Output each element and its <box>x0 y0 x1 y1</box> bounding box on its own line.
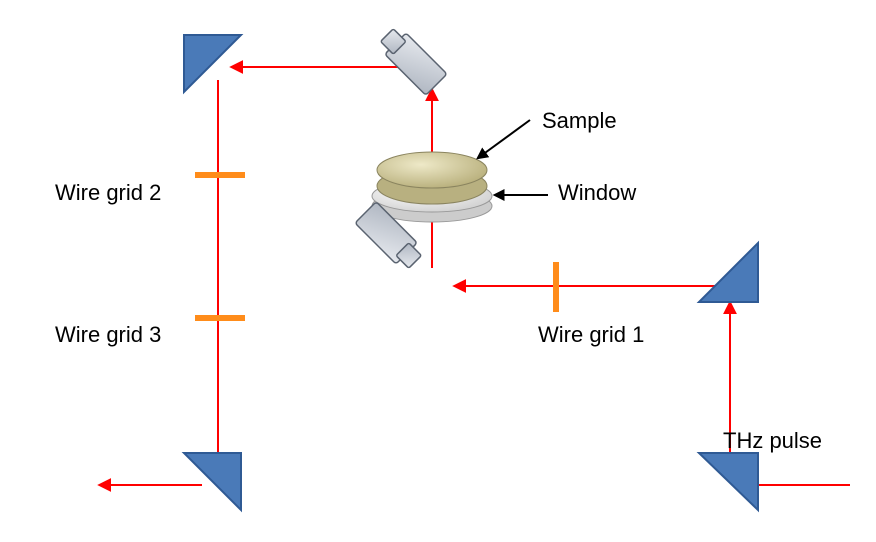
label-sample: Sample <box>542 108 617 134</box>
mirror-bottom-left <box>184 453 241 510</box>
sample-disc-top <box>377 152 487 188</box>
label-window: Window <box>558 180 636 206</box>
mirror-top-right-prism <box>699 243 758 302</box>
label-wiregrid2: Wire grid 2 <box>55 180 161 206</box>
pointer-sample <box>478 120 530 158</box>
optic-top <box>376 25 447 96</box>
label-wiregrid3: Wire grid 3 <box>55 322 161 348</box>
mirror-bottom-right <box>699 453 758 510</box>
label-wiregrid1: Wire grid 1 <box>538 322 644 348</box>
label-thz: THz pulse <box>723 428 822 454</box>
mirror-top-left <box>184 35 241 92</box>
